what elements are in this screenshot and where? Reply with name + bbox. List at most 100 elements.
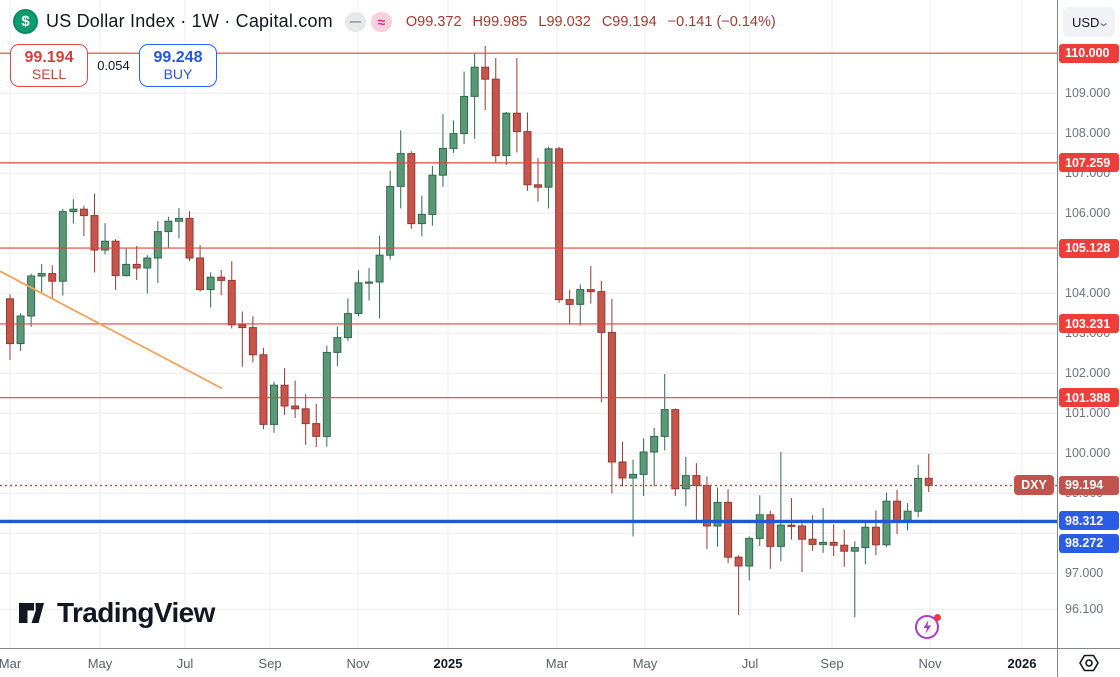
time-axis-label: Nov xyxy=(918,656,942,671)
candle-up xyxy=(396,153,405,187)
candle-down xyxy=(840,544,849,552)
candle-up xyxy=(850,547,859,552)
approx-price-icon[interactable]: ≈ xyxy=(370,11,392,32)
candle-down xyxy=(48,273,57,282)
time-axis-label: Jul xyxy=(176,656,194,671)
candle-up xyxy=(58,211,67,282)
candle-down xyxy=(6,298,14,345)
candle-up xyxy=(386,185,395,256)
candle-up xyxy=(122,263,131,277)
tradingview-logo-icon xyxy=(19,603,44,623)
candle-up xyxy=(460,95,469,135)
price-badge[interactable]: 110.000 xyxy=(1059,43,1119,63)
candle-up xyxy=(639,451,648,475)
candle-down xyxy=(301,408,310,425)
time-axis-label: Mar xyxy=(0,656,22,671)
time-axis-label: Sep xyxy=(258,656,282,671)
time-axis-label: Jul xyxy=(741,656,759,671)
price-badge[interactable]: 98.312 xyxy=(1059,511,1119,531)
candle-up xyxy=(861,526,870,549)
candle-down xyxy=(291,405,300,410)
price-badge[interactable]: 101.388 xyxy=(1059,388,1119,408)
time-axis-label: Sep xyxy=(820,656,844,671)
candle-up xyxy=(27,275,36,317)
price-badge[interactable]: 103.231 xyxy=(1059,314,1119,334)
candle-up xyxy=(153,231,162,259)
price-axis-label: 96.100 xyxy=(1065,601,1104,616)
symbol-title[interactable]: US Dollar Index · 1W · Capital.com xyxy=(46,11,333,31)
candle-down xyxy=(893,500,902,522)
candle-down xyxy=(238,324,247,329)
candle-up xyxy=(776,524,785,547)
candle-down xyxy=(523,131,532,186)
candle-up xyxy=(343,313,352,339)
candle-down xyxy=(671,409,680,490)
axis-corner-cell[interactable] xyxy=(1057,648,1120,677)
trade-widget: 99.194 SELL 0.054 99.248 BUY xyxy=(10,44,217,87)
candle-up xyxy=(438,147,447,176)
candle-up xyxy=(365,281,374,284)
candle-up xyxy=(417,213,426,225)
ohlc-readout: O99.372 H99.985 L99.032 C99.194 −0.141 (… xyxy=(406,14,776,30)
candle-down xyxy=(491,78,500,157)
candle-down xyxy=(132,263,141,269)
time-axis[interactable]: Mar May Jul Sep Nov 2025 Mar May Jul Sep Nov 2026 xyxy=(0,648,1057,677)
price-badge[interactable]: 98.272 xyxy=(1059,533,1119,553)
tradingview-watermark: TradingView xyxy=(18,597,215,629)
candle-down xyxy=(808,538,817,545)
candle-up xyxy=(428,174,437,215)
candle-down xyxy=(512,112,521,133)
symbol-price-tag[interactable]: DXY xyxy=(1014,475,1054,496)
candle-down xyxy=(565,299,574,305)
candle-down xyxy=(618,461,627,479)
candle-down xyxy=(79,208,88,217)
candle-up xyxy=(16,315,25,345)
price-badge[interactable]: 105.128 xyxy=(1059,238,1119,258)
candle-up xyxy=(660,409,669,437)
price-badge[interactable]: 107.259 xyxy=(1059,153,1119,173)
candle-down xyxy=(111,240,120,277)
sell-button[interactable]: 99.194 SELL xyxy=(10,44,88,87)
lightning-icon[interactable] xyxy=(913,611,943,641)
price-axis-label: 106.000 xyxy=(1065,205,1111,220)
minimize-icon[interactable]: — xyxy=(344,11,366,32)
candlestick-chart xyxy=(0,0,1057,648)
candle-down xyxy=(924,477,933,486)
candle-up xyxy=(745,537,754,567)
candle-down xyxy=(597,291,606,333)
candle-down xyxy=(90,215,99,251)
candle-up xyxy=(629,473,638,479)
price-axis[interactable]: USD ⌄ 109.000 108.000 107.000 106.000 104.00… xyxy=(1057,0,1120,648)
candle-down xyxy=(871,526,880,546)
time-axis-label: 2026 xyxy=(1007,656,1037,671)
chevron-down-icon: ⌄ xyxy=(1097,16,1111,29)
candle-down xyxy=(407,153,416,225)
hexagon-settings-icon[interactable] xyxy=(1078,652,1100,674)
price-axis-label: 97.000 xyxy=(1065,565,1104,580)
time-axis-label: Nov xyxy=(346,656,370,671)
candle-up xyxy=(544,148,553,188)
candle-up xyxy=(174,217,183,222)
time-axis-label: 2025 xyxy=(433,656,463,671)
tradingview-watermark-text: TradingView xyxy=(57,597,215,628)
candle-up xyxy=(914,477,923,512)
candle-up xyxy=(164,220,173,233)
price-axis-label: 108.000 xyxy=(1065,125,1111,140)
buy-button[interactable]: 99.248 BUY xyxy=(139,44,217,87)
sell-price: 99.194 xyxy=(24,48,74,66)
candle-up xyxy=(449,133,458,149)
currency-dropdown[interactable]: USD ⌄ xyxy=(1063,7,1115,37)
candle-down xyxy=(280,384,289,407)
buy-label: BUY xyxy=(163,65,193,82)
candle-up xyxy=(354,282,363,315)
trendline[interactable] xyxy=(0,270,223,390)
price-badge[interactable]: 99.194 xyxy=(1059,475,1119,495)
candle-up xyxy=(322,351,331,437)
candle-up xyxy=(143,257,152,269)
chart-pane[interactable]: $ US Dollar Index · 1W · Capital.com — ≈… xyxy=(0,0,1057,648)
ohlc-open: O99.372 xyxy=(405,13,462,30)
price-axis-label: 102.000 xyxy=(1065,365,1111,380)
candle-up xyxy=(101,240,110,251)
candle-down xyxy=(798,525,806,540)
candle-up xyxy=(375,254,384,283)
